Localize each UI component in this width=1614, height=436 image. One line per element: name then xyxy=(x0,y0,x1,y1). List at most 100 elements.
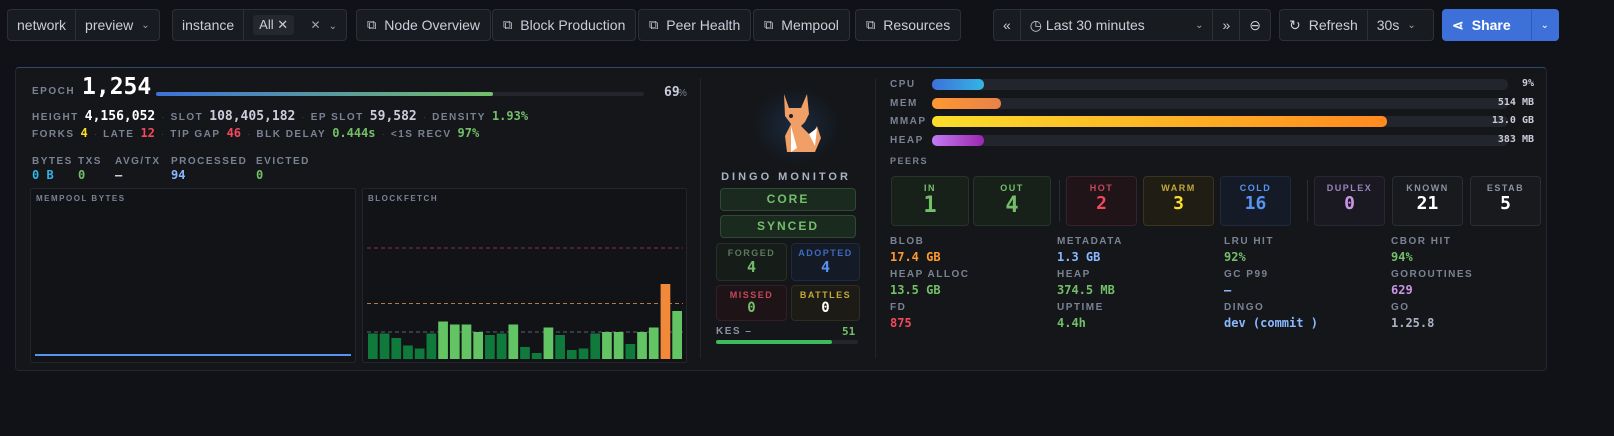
blockfetch-bar xyxy=(531,353,542,359)
stat-label: DENSITY xyxy=(432,112,486,123)
stat-value: 1.93% xyxy=(491,109,529,123)
separator: · xyxy=(422,112,427,123)
epoch-label: EPOCH xyxy=(32,86,76,97)
link-block-production[interactable]: ⧉ Block Production xyxy=(492,9,637,41)
metric-value: dev (commit ) xyxy=(1224,316,1318,330)
metric-label: GC P99 xyxy=(1224,269,1269,280)
clear-icon[interactable]: ✕ ⌄ xyxy=(310,18,337,32)
time-back-button[interactable]: « xyxy=(994,10,1021,40)
time-picker: « ◷ Last 30 minutes ⌄ » ⊖ xyxy=(993,9,1271,41)
resource-bar-fill xyxy=(932,134,984,146)
separator: · xyxy=(93,129,98,140)
peer-duplex: DUPLEX 0 xyxy=(1314,176,1385,226)
stat-value: 4 xyxy=(80,126,88,140)
zoom-out-button[interactable]: ⊖ xyxy=(1240,10,1270,40)
blockfetch-bar xyxy=(449,324,460,359)
peer-label: COLD xyxy=(1239,183,1272,193)
chain-stats: HEIGHT 4,156,052 · SLOT 108,405,182 · EP SLOT 5… xyxy=(32,109,528,124)
instance-chip[interactable]: All ✕ xyxy=(253,15,295,35)
time-range-select[interactable]: ◷ Last 30 minutes ⌄ xyxy=(1021,10,1214,40)
separator: · xyxy=(301,112,305,123)
stat-value: 12 xyxy=(140,126,155,140)
peer-value: 16 xyxy=(1244,193,1267,214)
mempool-stat-label: EVICTED xyxy=(256,156,310,167)
stat-value: 4,156,052 xyxy=(84,109,156,124)
metric-value: 92% xyxy=(1224,250,1246,264)
node-title: DINGO MONITOR xyxy=(721,171,851,183)
peer-estab: ESTAB 5 xyxy=(1470,176,1541,226)
resource-bar-fill xyxy=(932,116,1388,127)
blockfetch-bar xyxy=(403,345,413,359)
peer-value: 0 xyxy=(1344,193,1355,214)
mempool-stat: AVG/TX – xyxy=(115,156,171,182)
kes-progress-fill xyxy=(716,340,833,344)
epoch-progress-bar xyxy=(156,92,644,96)
share-label: Share xyxy=(1471,17,1511,33)
chevron-down-icon: ⌄ xyxy=(1407,19,1416,31)
blockfetch-bar xyxy=(508,324,519,359)
zoom-out-icon: ⊖ xyxy=(1249,16,1261,33)
blockfetch-bar xyxy=(485,335,495,359)
peer-value: 4 xyxy=(1005,193,1019,218)
refresh-picker: ↻ Refresh 30s ⌄ xyxy=(1279,9,1434,41)
blockfetch-chart: BLOCKFETCH xyxy=(362,188,687,363)
blockfetch-bars xyxy=(367,247,683,359)
external-link-icon: ⧉ xyxy=(367,17,377,32)
kes-progress-bar xyxy=(716,340,858,344)
resource-bar-fill xyxy=(932,97,1002,109)
peer-label: OUT xyxy=(1000,183,1024,193)
resource-bar xyxy=(932,79,1508,90)
resource-label: CPU xyxy=(890,79,916,90)
resource-bar xyxy=(932,116,1508,127)
missed-label: MISSED xyxy=(729,290,774,300)
peer-value: 21 xyxy=(1416,193,1439,214)
network-select[interactable]: preview ⌄ xyxy=(76,10,159,40)
metric-label: BLOB xyxy=(890,236,925,247)
chevron-down-icon: ⌄ xyxy=(328,21,337,32)
stat-value: 0.444s xyxy=(332,126,376,140)
share-button[interactable]: ⋖ Share xyxy=(1443,10,1532,40)
instance-select[interactable]: All ✕ ✕ ⌄ xyxy=(244,10,346,40)
resource-value: 383 MB xyxy=(1497,133,1534,145)
refresh-button[interactable]: ↻ Refresh xyxy=(1280,10,1368,40)
share-dropdown-button[interactable]: ⌄ xyxy=(1532,10,1558,40)
blockfetch-bar xyxy=(426,333,437,359)
metric-value: 374.5 MB xyxy=(1057,283,1115,297)
metric-value: 13.5 GB xyxy=(890,283,941,297)
close-icon[interactable]: ✕ xyxy=(277,17,289,32)
stat-label: TIP GAP xyxy=(170,129,221,140)
link-peer-health[interactable]: ⧉ Peer Health xyxy=(638,9,752,41)
resource-bar xyxy=(932,134,1508,146)
blockfetch-bar xyxy=(368,333,378,359)
peer-label: ESTAB xyxy=(1486,183,1525,193)
mempool-stat: TXS 0 xyxy=(78,156,115,182)
peer-value: 1 xyxy=(923,193,937,218)
battles-label: BATTLES xyxy=(799,290,852,300)
stat-value: 59,582 xyxy=(369,109,417,124)
chart-title: MEMPOOL BYTES xyxy=(36,194,126,203)
time-forward-button[interactable]: » xyxy=(1213,10,1241,40)
link-mempool[interactable]: ⧉ Mempool xyxy=(753,9,850,41)
blockfetch-bar xyxy=(555,335,565,359)
metric-label: LRU HIT xyxy=(1224,236,1274,247)
blockfetch-bar xyxy=(496,333,507,359)
metric-value: 94% xyxy=(1391,250,1413,264)
link-node-overview[interactable]: ⧉ Node Overview xyxy=(356,9,491,41)
mempool-stat: EVICTED 0 xyxy=(256,156,316,182)
battles-value: 0 xyxy=(821,300,830,316)
mempool-stat-value: 0 B xyxy=(32,168,54,182)
metric-label: FD xyxy=(890,302,907,313)
divider xyxy=(700,78,701,358)
resource-label: MEM xyxy=(890,97,918,109)
stat-value: 97% xyxy=(457,126,480,140)
mempool-bytes-chart: MEMPOOL BYTES xyxy=(30,188,356,363)
refresh-interval-select[interactable]: 30s ⌄ xyxy=(1368,10,1425,40)
instance-chip-label: All xyxy=(259,17,274,32)
epoch-value: 1,254 xyxy=(82,74,152,100)
link-label: Mempool xyxy=(781,17,839,33)
peer-hot: HOT 2 xyxy=(1066,176,1137,226)
adopted-stat: ADOPTED 4 xyxy=(791,243,860,281)
epoch-percent-sign: % xyxy=(678,88,687,99)
link-resources[interactable]: ⧉ Resources xyxy=(855,9,962,41)
mempool-stat-label: BYTES xyxy=(32,156,73,167)
